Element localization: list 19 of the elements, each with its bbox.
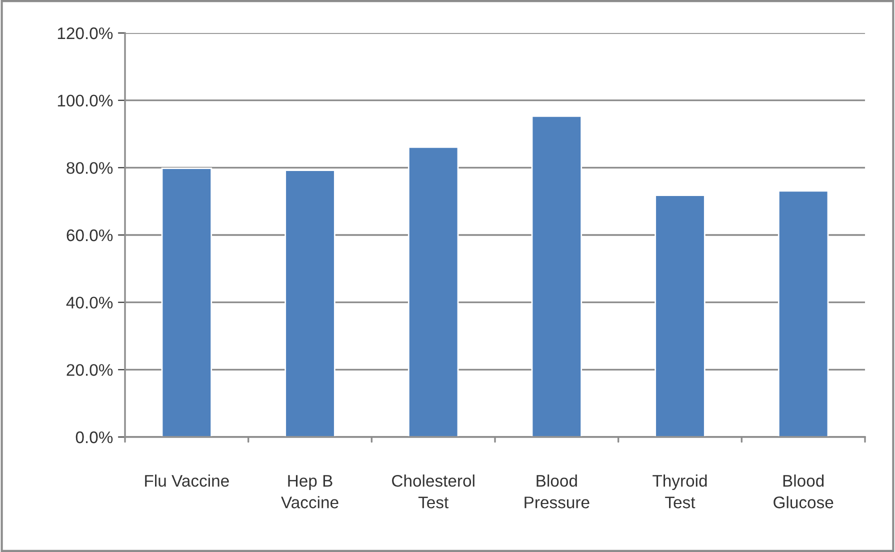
bar [161,168,212,437]
y-tick-label: 60.0% [66,229,113,242]
bar [284,170,336,437]
x-tick-label: Thyroid Test [652,474,707,508]
y-tick-label: 40.0% [66,296,113,309]
y-tick-label: 20.0% [66,364,113,376]
bar [408,146,459,437]
y-tick-label: 0.0% [76,431,113,444]
x-tick-label: Blood Glucose [774,474,834,508]
bar [654,194,706,437]
x-tick-label: Cholesterol Test [392,474,474,508]
y-tick-label: 80.0% [66,162,113,174]
y-tick-label: 120.0% [58,27,113,40]
x-tick-label: Blood Pressure [524,474,590,508]
bar [778,190,829,437]
y-tick-label: 100.0% [58,94,113,107]
x-tick-label: Hep B Vaccine [281,475,338,508]
bar [531,115,582,437]
x-tick-label: Flu Vaccine [145,474,229,487]
